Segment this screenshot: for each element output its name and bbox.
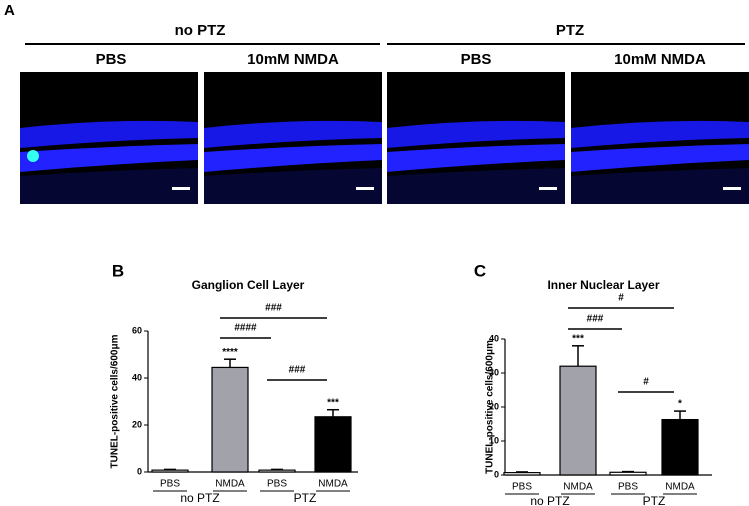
scale-bar (723, 187, 741, 190)
group-label: no PTZ (180, 491, 219, 505)
x-tick-label: PBS (267, 479, 287, 490)
comparison-label: # (643, 377, 649, 388)
x-tick-label: PBS (512, 482, 532, 493)
y-axis-label: TUNEL-positive cells/600μm (485, 340, 496, 474)
panel-label: 10mM NMDA (614, 51, 706, 68)
significance: **** (222, 347, 238, 358)
panel-letter: B (112, 261, 124, 280)
group-label: PTZ (643, 494, 666, 506)
significance: * (678, 399, 682, 410)
scale-bar (172, 187, 190, 190)
panel-letter: C (474, 261, 486, 280)
y-tick-label: 10 (489, 435, 499, 445)
group-label: PTZ (556, 22, 584, 39)
significance: *** (327, 397, 339, 408)
comparison-label: ### (289, 365, 306, 376)
faint-layer (20, 168, 198, 204)
y-tick-label: 0 (494, 469, 499, 479)
nuclear-layer (204, 144, 382, 172)
cell (27, 150, 39, 162)
comparison-label: # (618, 293, 624, 304)
bar (151, 469, 189, 473)
nuclear-layer (571, 144, 749, 172)
x-tick-label: NMDA (563, 482, 593, 493)
y-tick-label: 60 (132, 325, 142, 335)
y-tick-label: 20 (132, 419, 142, 429)
x-tick-label: NMDA (665, 482, 695, 493)
panel-label: PBS (461, 51, 492, 68)
nuclear-layer (20, 120, 198, 148)
significance: *** (572, 333, 584, 344)
group-label: PTZ (294, 491, 317, 505)
nuclear-layer (387, 144, 565, 172)
bar (609, 471, 647, 476)
y-tick-label: 40 (132, 372, 142, 382)
bar (559, 365, 597, 476)
comparison-label: ### (265, 303, 282, 314)
x-tick-label: PBS (160, 479, 180, 490)
faint-layer (571, 168, 749, 204)
group-label: no PTZ (175, 22, 226, 39)
bar (314, 416, 352, 473)
comparison-label: ### (587, 314, 604, 325)
y-tick-label: 0 (137, 466, 142, 476)
bar (211, 366, 249, 473)
x-tick-label: NMDA (318, 479, 348, 490)
y-tick-label: 40 (489, 333, 499, 343)
panel-label: PBS (96, 51, 127, 68)
y-tick-label: 30 (489, 367, 499, 377)
nuclear-layer (204, 120, 382, 148)
x-tick-label: NMDA (215, 479, 245, 490)
nuclear-layer (571, 120, 749, 148)
y-tick-label: 20 (489, 401, 499, 411)
bar (258, 469, 296, 473)
faint-layer (204, 168, 382, 204)
x-tick-label: PBS (618, 482, 638, 493)
scale-bar (356, 187, 374, 190)
panel-letter: A (4, 2, 15, 19)
bar (661, 418, 699, 476)
chart-title: Ganglion Cell Layer (192, 278, 305, 292)
chart-title: Inner Nuclear Layer (547, 278, 659, 292)
group-label: no PTZ (530, 494, 569, 506)
panel-label: 10mM NMDA (247, 51, 339, 68)
nuclear-layer (387, 120, 565, 148)
scale-bar (539, 187, 557, 190)
y-axis-label: TUNEL-positive cells/600μm (110, 334, 121, 468)
bar (503, 472, 541, 476)
faint-layer (387, 168, 565, 204)
comparison-label: #### (234, 323, 257, 334)
nuclear-layer (20, 144, 198, 172)
